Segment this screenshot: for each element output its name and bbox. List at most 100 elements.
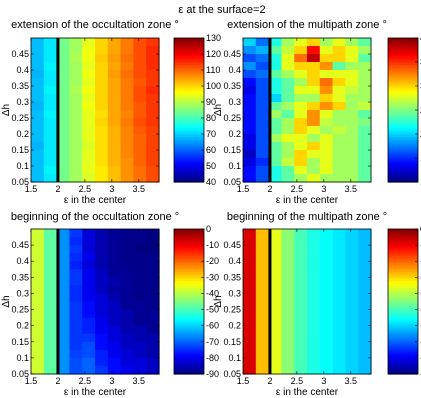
heatmap-cell	[332, 54, 346, 63]
heatmap-cell	[82, 86, 96, 95]
colorbar-segment	[388, 301, 418, 305]
heatmap-cell	[358, 174, 372, 183]
colorbar-segment	[174, 306, 204, 309]
heatmap-cell	[31, 245, 45, 254]
colorbar-tick-label: 60	[206, 145, 216, 155]
heatmap-cell	[133, 94, 147, 103]
heatmap-cell	[319, 102, 334, 111]
y-tick-label: 0.1	[16, 161, 29, 171]
heatmap-cell	[243, 341, 257, 351]
x-tick-label: 1.5	[237, 184, 250, 194]
heatmap-cell	[268, 134, 282, 143]
colorbar-segment	[388, 253, 418, 257]
colorbar-segment	[174, 56, 204, 59]
colorbar-segment	[174, 353, 204, 357]
colorbar-segment	[174, 369, 204, 373]
colorbar-segment	[174, 146, 204, 149]
heatmap-cell	[56, 333, 70, 343]
heatmap-cell	[307, 229, 321, 238]
heatmap-cell	[294, 54, 308, 63]
colorbar-segment	[388, 285, 418, 289]
colorbar-tick-label: 50	[206, 161, 216, 171]
heatmap-cell	[345, 86, 359, 95]
heatmap-cell	[332, 237, 346, 246]
heatmap-cell	[120, 158, 134, 167]
heatmap-cell	[31, 118, 45, 127]
heatmap-cell	[358, 269, 372, 278]
heatmap-cell	[31, 333, 45, 343]
heatmap-cell	[43, 46, 58, 55]
heatmap-cell	[133, 86, 147, 95]
heatmap-cell	[120, 118, 134, 127]
heatmap-cell	[43, 301, 58, 311]
colorbar-segment	[388, 76, 418, 80]
heatmap-cell	[133, 150, 147, 159]
colorbar-segment	[174, 71, 204, 75]
heatmap-cell	[133, 333, 147, 343]
heatmap-cell	[358, 70, 372, 79]
heatmap-cell	[358, 78, 372, 87]
heatmap-cell	[358, 341, 372, 351]
colorbar-segment	[388, 324, 418, 328]
axes-frame	[242, 228, 372, 375]
heatmap-cell	[56, 261, 70, 270]
heatmap-cell	[268, 365, 282, 375]
heatmap-cell	[95, 317, 109, 327]
heatmap-cell	[146, 309, 160, 319]
heatmap-cell	[332, 285, 346, 295]
heatmap-cell	[133, 38, 147, 47]
heatmap-cell	[133, 46, 147, 55]
heatmap-cell	[307, 301, 321, 311]
heatmap-panel-2: extension of the multipath zone ° 1.5 2 2.5…	[213, 19, 421, 206]
colorbar-segment	[388, 269, 418, 273]
heatmap-cell	[268, 261, 282, 270]
heatmap-cell	[146, 110, 160, 119]
heatmap-cell	[56, 102, 70, 111]
heatmap-cell	[31, 229, 45, 238]
heatmap-cell	[82, 245, 96, 254]
heatmap-cell	[31, 46, 45, 55]
y-tick-label: 0.05	[223, 369, 241, 379]
colorbar-segment	[174, 335, 204, 339]
colorbar-segment	[388, 38, 418, 41]
heatmap-cell	[268, 269, 282, 278]
x-tick-label: 3.5	[345, 376, 358, 386]
colorbar-segment	[174, 256, 204, 260]
colorbar-tick-label: -90	[206, 369, 219, 379]
heatmap-cell	[43, 293, 58, 303]
heatmap-cell	[243, 38, 257, 47]
y-tick-label: 0.25	[11, 305, 29, 315]
colorbar-tick-label: 130	[206, 33, 221, 43]
heatmap-cell	[56, 349, 70, 359]
heatmap-cell	[56, 317, 70, 327]
heatmap-cell	[332, 142, 346, 151]
heatmap-cell	[281, 301, 295, 311]
colorbar-segment	[388, 274, 418, 278]
heatmap-cell	[95, 38, 109, 47]
heatmap-cell	[294, 365, 308, 375]
heatmap-cell	[107, 150, 122, 159]
colorbar-segment	[388, 346, 418, 350]
heatmap-cell	[358, 126, 372, 135]
heatmap-cell	[31, 269, 45, 278]
x-tick-label: 2.5	[79, 376, 92, 386]
heatmap-cell	[345, 110, 359, 119]
heatmap-cell	[255, 325, 270, 335]
colorbar-segment	[174, 299, 204, 303]
heatmap-cell	[95, 349, 109, 359]
x-tick-label: 3.5	[133, 184, 146, 194]
y-tick-label: 0.15	[223, 337, 241, 347]
heatmap-cell	[107, 118, 122, 127]
colorbar-segment	[174, 49, 204, 53]
heatmap-cell	[294, 261, 308, 270]
heatmap-cell	[82, 317, 96, 327]
heatmap-cell	[243, 126, 257, 135]
colorbar-segment	[388, 69, 418, 73]
heatmap-cell	[345, 174, 359, 183]
heatmap-cell	[243, 78, 257, 87]
heatmap-cell	[107, 261, 122, 270]
heatmap-cell	[146, 325, 160, 335]
heatmap-cell	[133, 237, 147, 246]
heatmap-cell	[43, 237, 58, 246]
colorbar-tick-label: 110	[206, 65, 220, 75]
